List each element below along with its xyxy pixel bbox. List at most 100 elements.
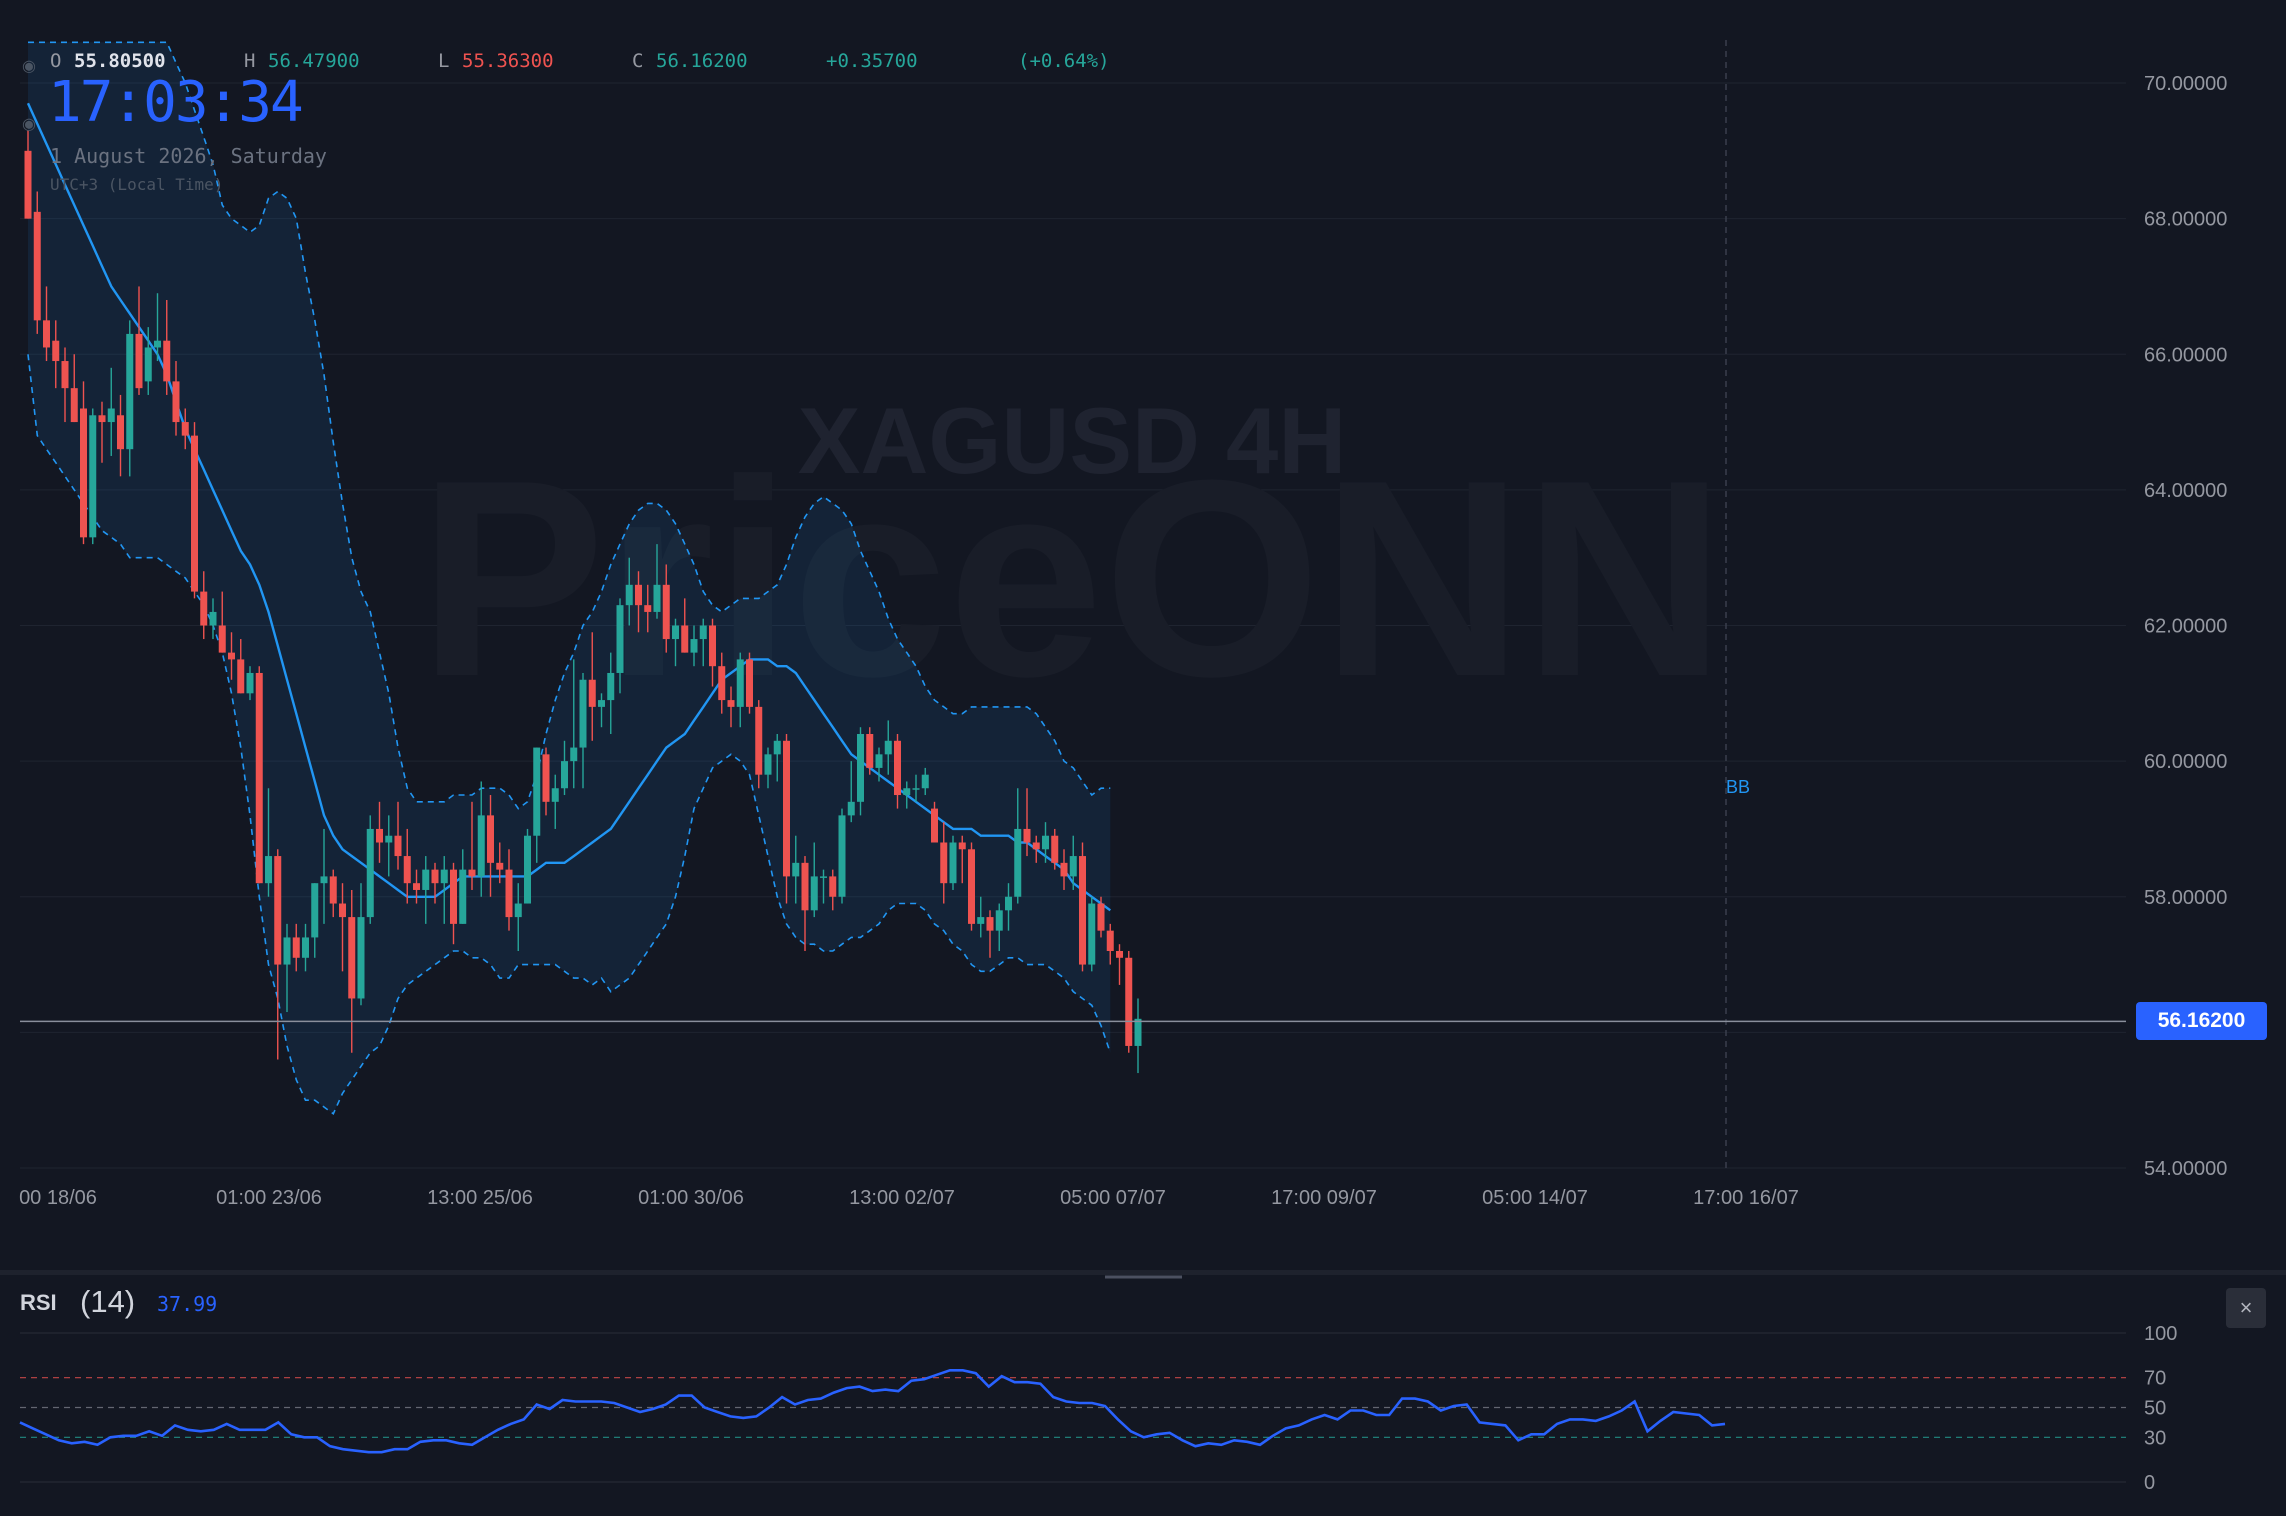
candle (644, 584, 652, 633)
candle (838, 808, 846, 904)
candle (931, 801, 938, 843)
candle (459, 849, 467, 924)
candle-body (1088, 903, 1096, 965)
candle-body (746, 659, 753, 707)
candle (126, 320, 134, 477)
candle-body (588, 679, 596, 707)
candle (1097, 896, 1105, 938)
candle (672, 618, 679, 667)
candle-body (570, 747, 578, 762)
rsi-tick-label: 100 (2144, 1323, 2177, 1345)
candle-body (61, 361, 69, 389)
candle-body (191, 435, 198, 592)
price-tick-label: 70.00000 (2144, 73, 2227, 95)
candle (385, 815, 393, 877)
candle-body (283, 937, 291, 965)
candle (829, 869, 837, 911)
candle-body (209, 611, 217, 626)
candle-body (1023, 828, 1031, 843)
time-tick-label: 00 18/06 (19, 1187, 97, 1209)
candle-body (154, 340, 161, 348)
candle-body (320, 876, 328, 884)
price-axis: 70.00000 68.00000 66.00000 64.00000 62.00000… (2144, 73, 2227, 1180)
candle-body (810, 876, 818, 911)
time-tick-label: 05:00 14/07 (1482, 1187, 1588, 1209)
eye-icon[interactable]: ◉ (22, 58, 36, 75)
candle-body (912, 788, 920, 790)
candle-body (866, 734, 874, 768)
candle (773, 734, 781, 782)
clock: 17:03:34 (48, 70, 304, 135)
candle (1134, 998, 1142, 1074)
candle (487, 795, 494, 897)
candle (505, 849, 513, 931)
candle (968, 842, 975, 931)
candle-body (403, 856, 411, 884)
candle (43, 286, 50, 362)
eye-icon[interactable]: ◉ (22, 116, 36, 133)
candle-body (450, 869, 457, 924)
candle (209, 598, 217, 640)
rsi-tick-label: 30 (2144, 1427, 2166, 1449)
candle (302, 923, 309, 972)
candle (255, 666, 263, 884)
candle-body (755, 706, 763, 775)
candle (1014, 788, 1022, 904)
candle (144, 327, 152, 395)
candle (329, 869, 337, 918)
candle (477, 781, 485, 897)
candle (61, 347, 69, 423)
candle (1079, 842, 1086, 972)
candle-body (514, 903, 522, 918)
candle-body (413, 883, 420, 890)
close-rsi-button[interactable]: × (2226, 1288, 2266, 1328)
candle-body (1106, 930, 1114, 951)
candle (357, 883, 365, 1006)
candle (1069, 835, 1077, 890)
bb-upper-line (28, 41, 1111, 810)
candle (977, 896, 985, 938)
candle-body (524, 835, 531, 904)
candle (70, 354, 78, 423)
time-tick-label: 01:00 30/06 (638, 1187, 744, 1209)
candle-body (884, 740, 892, 755)
candle (755, 700, 763, 789)
candle-body (200, 591, 208, 626)
candle (579, 672, 587, 789)
candle (995, 903, 1003, 951)
candle-body (653, 584, 661, 612)
candle-body (847, 801, 855, 816)
high-value: 56.47900 (268, 50, 360, 72)
candle-body (699, 625, 707, 640)
candle-body (672, 625, 679, 640)
candle-body (773, 740, 781, 755)
candle-body (70, 388, 78, 423)
candle (440, 856, 448, 924)
rsi-title: RSI (20, 1290, 57, 1315)
candle (551, 774, 559, 829)
candle-body (1005, 896, 1012, 911)
candle-body (89, 415, 97, 538)
price-tick-label: 68.00000 (2144, 209, 2227, 231)
candle (154, 293, 161, 362)
time-tick-label: 17:00 09/07 (1271, 1187, 1377, 1209)
candle-body (829, 876, 837, 897)
current-price-tag: 56.16200 (2136, 1002, 2267, 1041)
candle-body (1125, 957, 1133, 1046)
candle-body (857, 734, 864, 802)
pane-separator[interactable] (0, 1270, 2286, 1275)
candle (237, 639, 245, 694)
candle-body (616, 605, 624, 673)
candle-body (107, 408, 115, 423)
candle-body (357, 917, 365, 999)
candle (820, 869, 827, 904)
candle-body (98, 415, 106, 423)
candle (1088, 896, 1096, 972)
candle (468, 801, 476, 890)
candle-body (662, 584, 670, 640)
candle (903, 781, 911, 809)
candle-body (968, 849, 975, 924)
candle-body (237, 659, 245, 694)
candle-body (1032, 842, 1040, 850)
